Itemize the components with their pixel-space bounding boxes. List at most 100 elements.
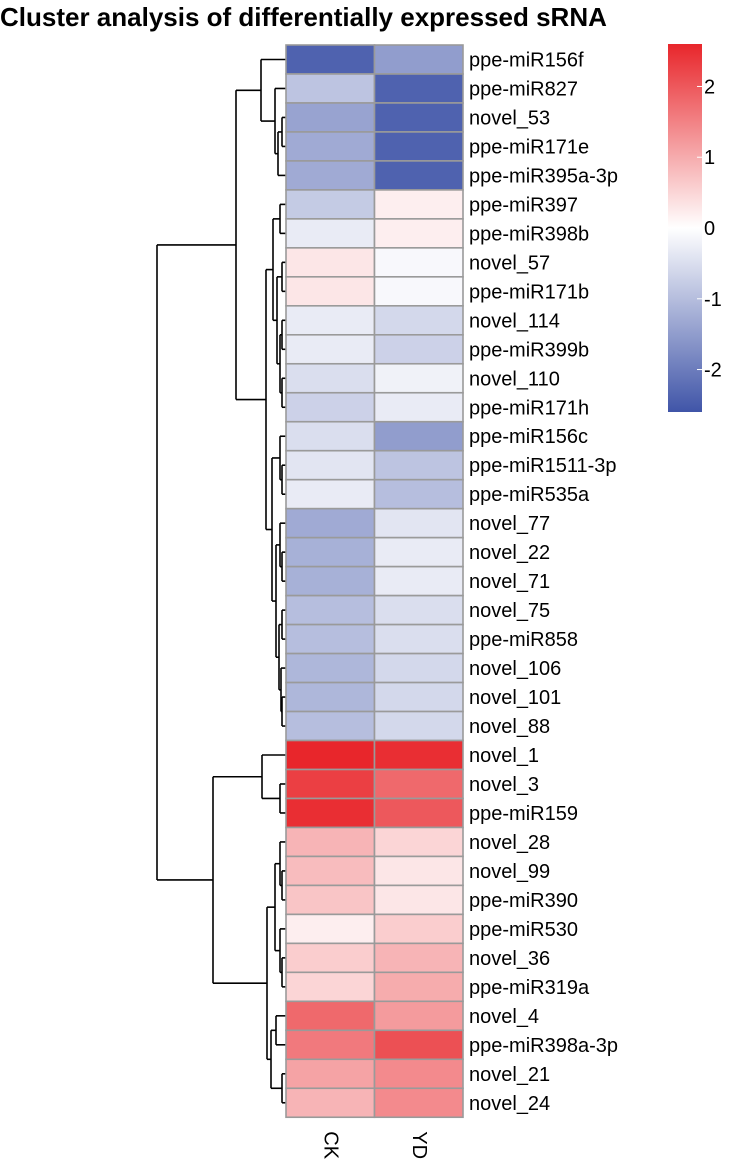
heatmap-cells — [285, 44, 464, 1119]
heatmap-cell-ppe-miR171e-CK — [285, 131, 376, 162]
row-label: novel_53 — [469, 107, 550, 129]
heatmap-cell-ppe-miR156c-YD — [373, 420, 464, 452]
heatmap-cell-ppe-miR535a-YD — [373, 478, 464, 510]
legend-tick-label: 0 — [704, 218, 715, 240]
heatmap-cell-ppe-miR858-YD — [373, 623, 464, 655]
heatmap-cell-novel_24-CK — [285, 1087, 376, 1119]
heatmap-cell-ppe-miR827-YD — [373, 73, 464, 104]
row-label: ppe-miR530 — [469, 919, 578, 941]
heatmap-cell-ppe-miR390-CK — [285, 884, 376, 916]
legend-tick-label: -2 — [704, 360, 722, 382]
heatmap-cell-novel_71-CK — [285, 565, 376, 597]
row-label: novel_28 — [469, 832, 550, 854]
heatmap-cell-novel_1-YD — [373, 739, 464, 771]
heatmap-cell-ppe-miR159-YD — [373, 797, 464, 829]
heatmap-cell-novel_75-YD — [373, 594, 464, 626]
heatmap-cell-novel_4-CK — [285, 1000, 376, 1032]
row-label: novel_110 — [469, 368, 560, 390]
heatmap-cell-ppe-miR395a-3p-YD — [373, 160, 464, 191]
heatmap-cell-novel_88-YD — [373, 710, 464, 742]
heatmap-cell-novel_53-CK — [285, 102, 376, 133]
row-label: novel_57 — [469, 252, 550, 274]
heatmap-cell-ppe-miR530-YD — [373, 913, 464, 945]
legend-tick-label: 2 — [704, 76, 715, 98]
row-label: ppe-miR171e — [469, 136, 589, 158]
chart-title: Cluster analysis of differentially expre… — [0, 2, 607, 32]
heatmap-cell-ppe-miR398a-3p-YD — [373, 1029, 464, 1061]
heatmap-cell-novel_21-CK — [285, 1058, 376, 1090]
heatmap-cell-novel_101-CK — [285, 681, 376, 713]
heatmap-cell-ppe-miR171h-YD — [373, 391, 464, 423]
heatmap-cell-novel_77-CK — [285, 507, 376, 539]
heatmap-cell-ppe-miR535a-CK — [285, 478, 376, 510]
row-label: ppe-miR858 — [469, 629, 578, 651]
row-label: ppe-miR398a-3p — [469, 1035, 618, 1057]
row-label: novel_114 — [469, 310, 560, 332]
heatmap-cell-ppe-miR397-CK — [285, 189, 376, 220]
row-label: novel_101 — [469, 687, 561, 709]
legend-tick-label: 1 — [704, 147, 715, 169]
heatmap-cell-novel_77-YD — [373, 507, 464, 539]
heatmap-cell-novel_114-YD — [373, 305, 464, 336]
heatmap-cell-ppe-miR530-CK — [285, 913, 376, 945]
row-label: novel_77 — [469, 513, 550, 535]
heatmap-cell-novel_22-YD — [373, 536, 464, 568]
row-label: novel_24 — [469, 1093, 550, 1115]
heatmap-cell-ppe-miR319a-CK — [285, 971, 376, 1003]
heatmap-cell-novel_106-CK — [285, 652, 376, 684]
heatmap-cell-novel_36-CK — [285, 942, 376, 974]
heatmap-cell-novel_28-YD — [373, 826, 464, 858]
row-label: ppe-miR1511-3p — [469, 455, 617, 477]
heatmap-cell-novel_36-YD — [373, 942, 464, 974]
heatmap-cell-novel_28-CK — [285, 826, 376, 858]
row-label: ppe-miR535a — [469, 484, 590, 506]
heatmap-cell-ppe-miR171b-CK — [285, 276, 376, 307]
heatmap-cell-ppe-miR171e-YD — [373, 131, 464, 162]
heatmap-cell-novel_75-CK — [285, 594, 376, 626]
row-label: novel_21 — [469, 1064, 550, 1086]
heatmap-cell-novel_106-YD — [373, 652, 464, 684]
heatmap-cell-novel_1-CK — [285, 739, 376, 771]
heatmap-cell-ppe-miR390-YD — [373, 884, 464, 916]
row-label: ppe-miR156c — [469, 426, 588, 448]
row-label: ppe-miR171h — [469, 397, 589, 419]
row-label: novel_106 — [469, 658, 561, 680]
row-label: novel_71 — [469, 571, 550, 593]
heatmap-cell-ppe-miR399b-CK — [285, 333, 376, 365]
heatmap-cell-ppe-miR156c-CK — [285, 420, 376, 452]
row-label: ppe-miR398b — [469, 223, 589, 245]
heatmap-cell-novel_99-CK — [285, 855, 376, 887]
heatmap-cell-novel_88-CK — [285, 710, 376, 742]
row-label: novel_22 — [469, 542, 550, 564]
color-legend: 2 1 0 -1 -2 — [668, 44, 722, 412]
heatmap-cell-ppe-miR398a-3p-CK — [285, 1029, 376, 1061]
heatmap-cell-ppe-miR397-YD — [373, 189, 464, 220]
row-label: ppe-miR397 — [469, 194, 578, 216]
heatmap-cell-ppe-miR156f-YD — [373, 44, 464, 75]
row-label: ppe-miR319a — [469, 977, 590, 999]
heatmap-cell-novel_110-YD — [373, 362, 464, 394]
heatmap-cell-novel_53-YD — [373, 102, 464, 133]
row-label: ppe-miR159 — [469, 803, 578, 825]
heatmap-cell-novel_114-CK — [285, 305, 376, 336]
row-label: ppe-miR390 — [469, 890, 578, 912]
heatmap-cell-ppe-miR319a-YD — [373, 971, 464, 1003]
heatmap-cell-novel_99-YD — [373, 855, 464, 887]
row-label: ppe-miR827 — [469, 78, 578, 100]
heatmap-cell-ppe-miR827-CK — [285, 73, 376, 104]
row-dendrogram — [156, 58, 286, 1104]
heatmap-cell-ppe-miR156f-CK — [285, 44, 376, 75]
heatmap-cell-novel_71-YD — [373, 565, 464, 597]
heatmap-cell-ppe-miR1511-3p-CK — [285, 449, 376, 481]
heatmap-cell-ppe-miR171b-YD — [373, 276, 464, 307]
color-legend-bar — [668, 44, 702, 412]
heatmap-cell-ppe-miR398b-YD — [373, 218, 464, 249]
row-label: novel_99 — [469, 861, 550, 883]
row-label: novel_75 — [469, 600, 550, 622]
heatmap-cell-novel_3-YD — [373, 768, 464, 800]
row-label: novel_4 — [469, 1006, 539, 1028]
heatmap-cell-novel_22-CK — [285, 536, 376, 568]
row-label: ppe-miR171b — [469, 281, 589, 303]
heatmap-cell-novel_110-CK — [285, 362, 376, 394]
